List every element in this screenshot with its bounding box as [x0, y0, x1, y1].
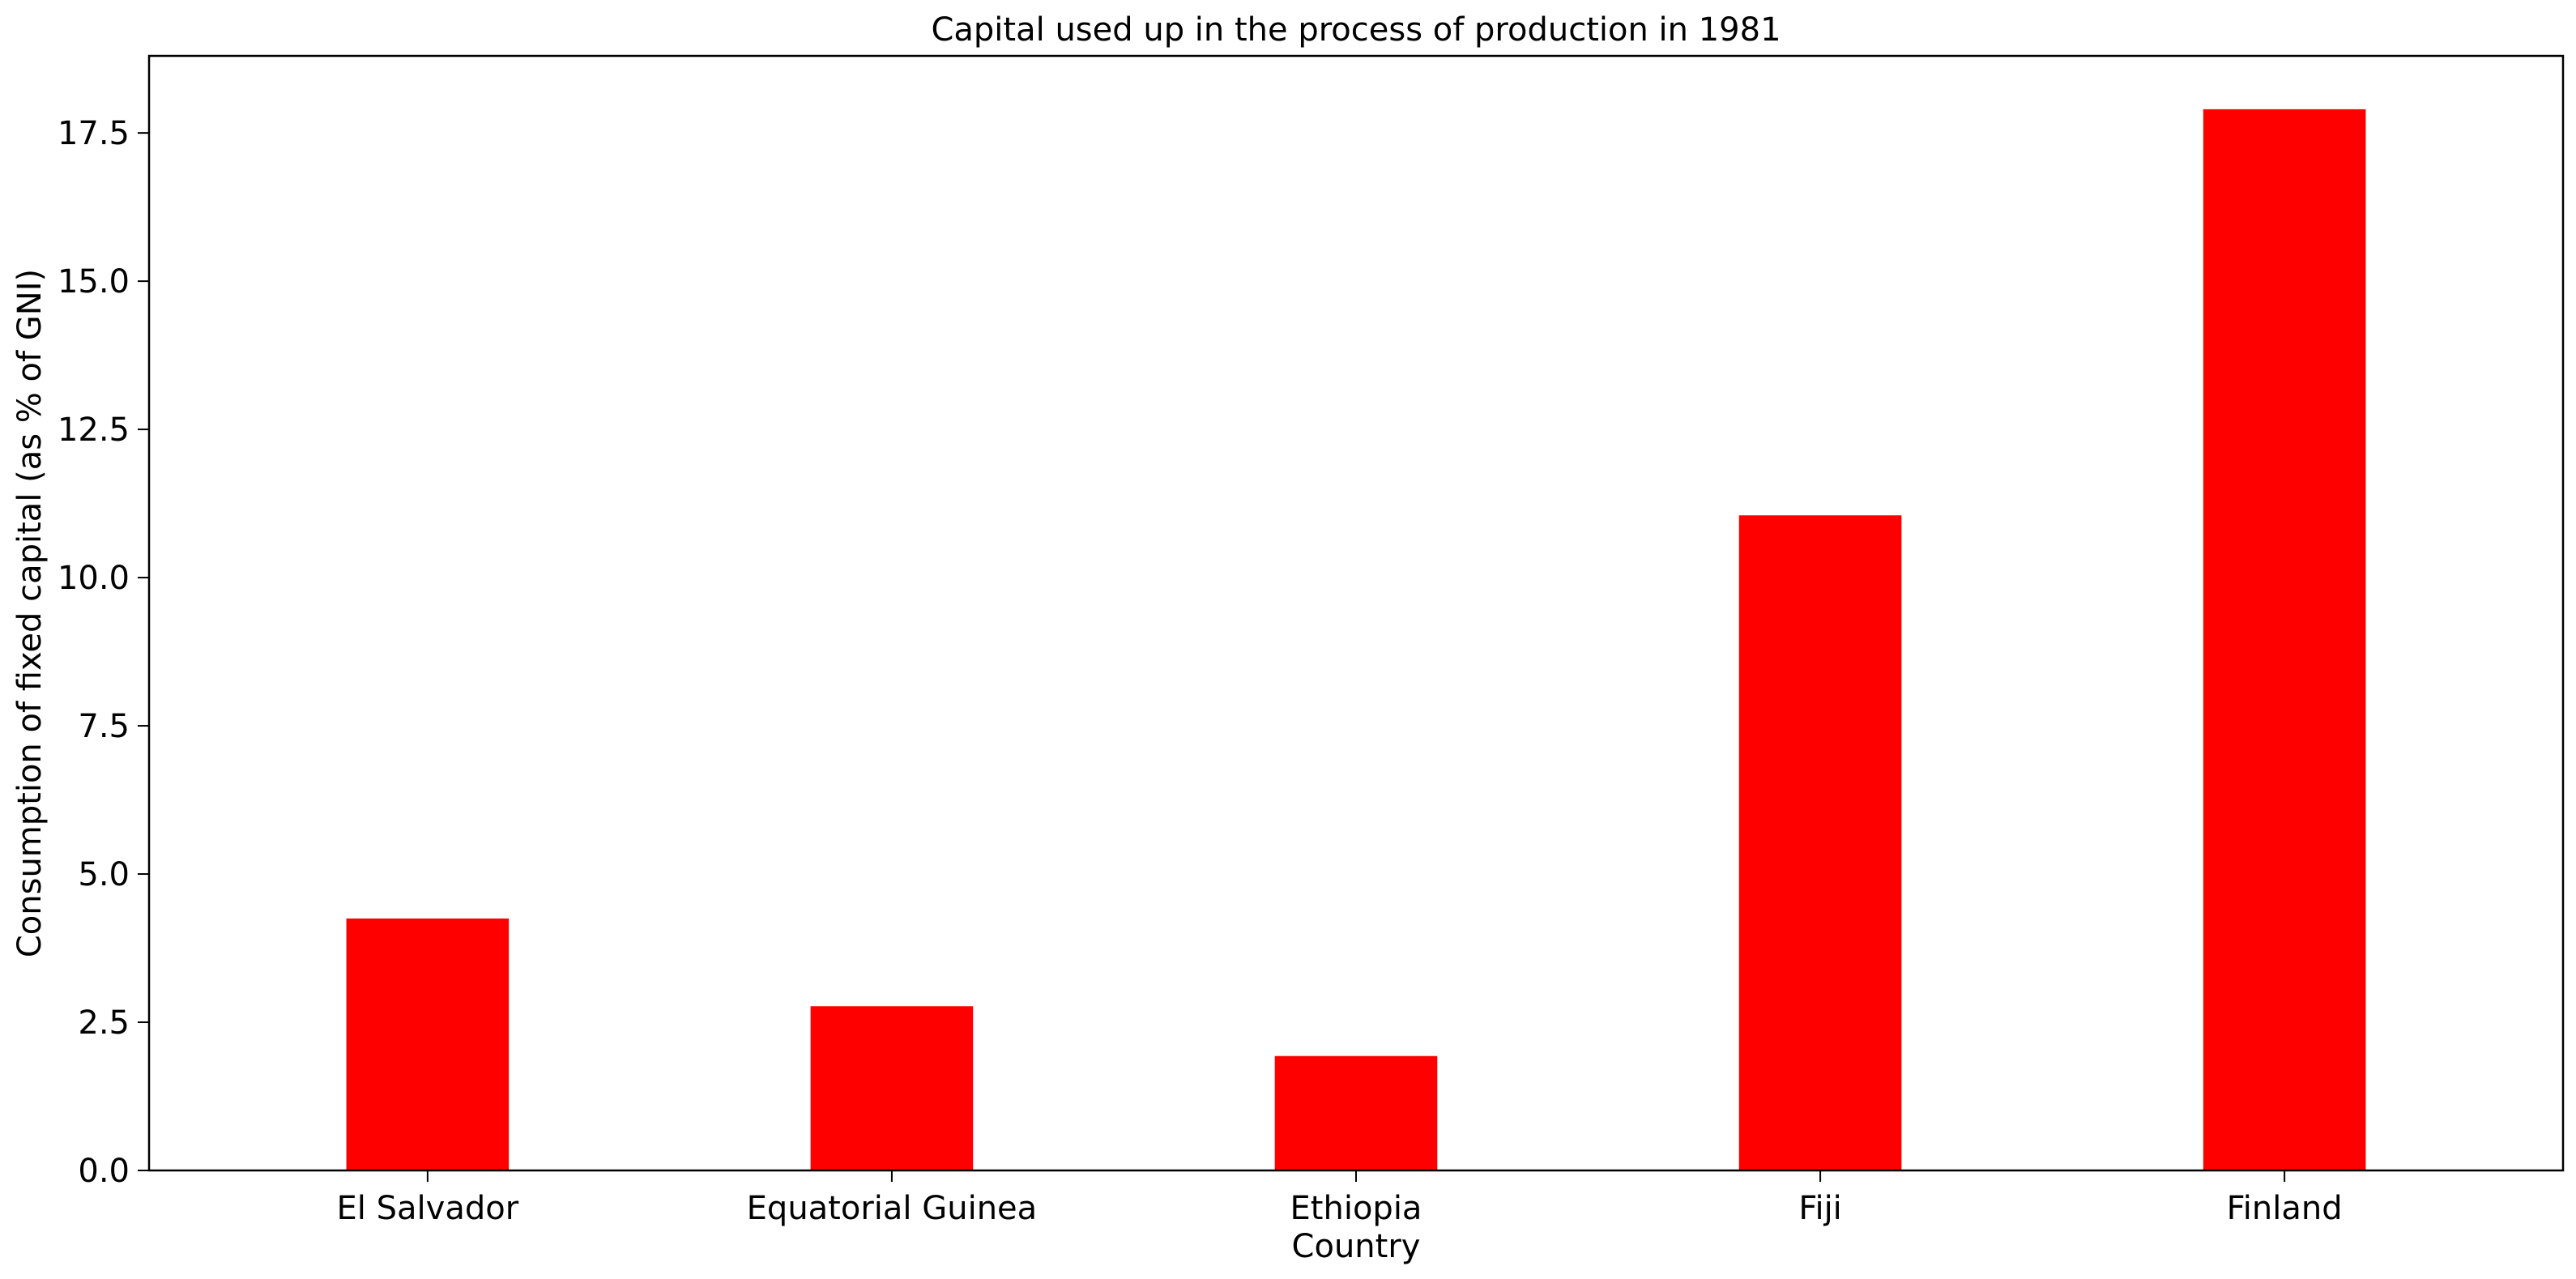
bars-layer [346, 109, 2366, 1170]
x-axis-label: Country [1292, 1228, 1421, 1265]
x-tick-label: Ethiopia [1290, 1190, 1422, 1227]
y-tick-label: 0.0 [78, 1153, 130, 1190]
plot-area-frame [147, 54, 2565, 1172]
x-tick-label: El Salvador [337, 1190, 519, 1227]
x-tick-label: Fiji [1798, 1190, 1841, 1227]
x-tick-label: Finland [2227, 1190, 2343, 1227]
y-tick-label: 7.5 [78, 708, 130, 745]
bar-ethiopia [1274, 1055, 1438, 1170]
y-axis-label: Consumption of fixed capital (as % of GN… [11, 269, 49, 957]
y-axis: 0.0 2.5 5.0 7.5 10.0 12.5 15.0 17.5 [58, 115, 149, 1190]
y-tick-label: 15.0 [58, 263, 130, 301]
bar-finland [2203, 109, 2366, 1170]
bar-equatorial-guinea [810, 1006, 974, 1170]
x-tick-label: Equatorial Guinea [747, 1190, 1038, 1227]
x-axis: El Salvador Equatorial Guinea Ethiopia Fiji… [337, 1170, 2343, 1227]
y-tick-label: 17.5 [58, 115, 130, 152]
y-tick-label: 12.5 [58, 411, 130, 449]
bar-el-salvador [346, 918, 510, 1170]
y-tick-label: 2.5 [78, 1004, 130, 1042]
bar-fiji [1738, 515, 1902, 1170]
y-tick-label: 10.0 [58, 560, 130, 597]
y-tick-label: 5.0 [78, 856, 130, 893]
chart-title: Capital used up in the process of produc… [931, 11, 1781, 49]
